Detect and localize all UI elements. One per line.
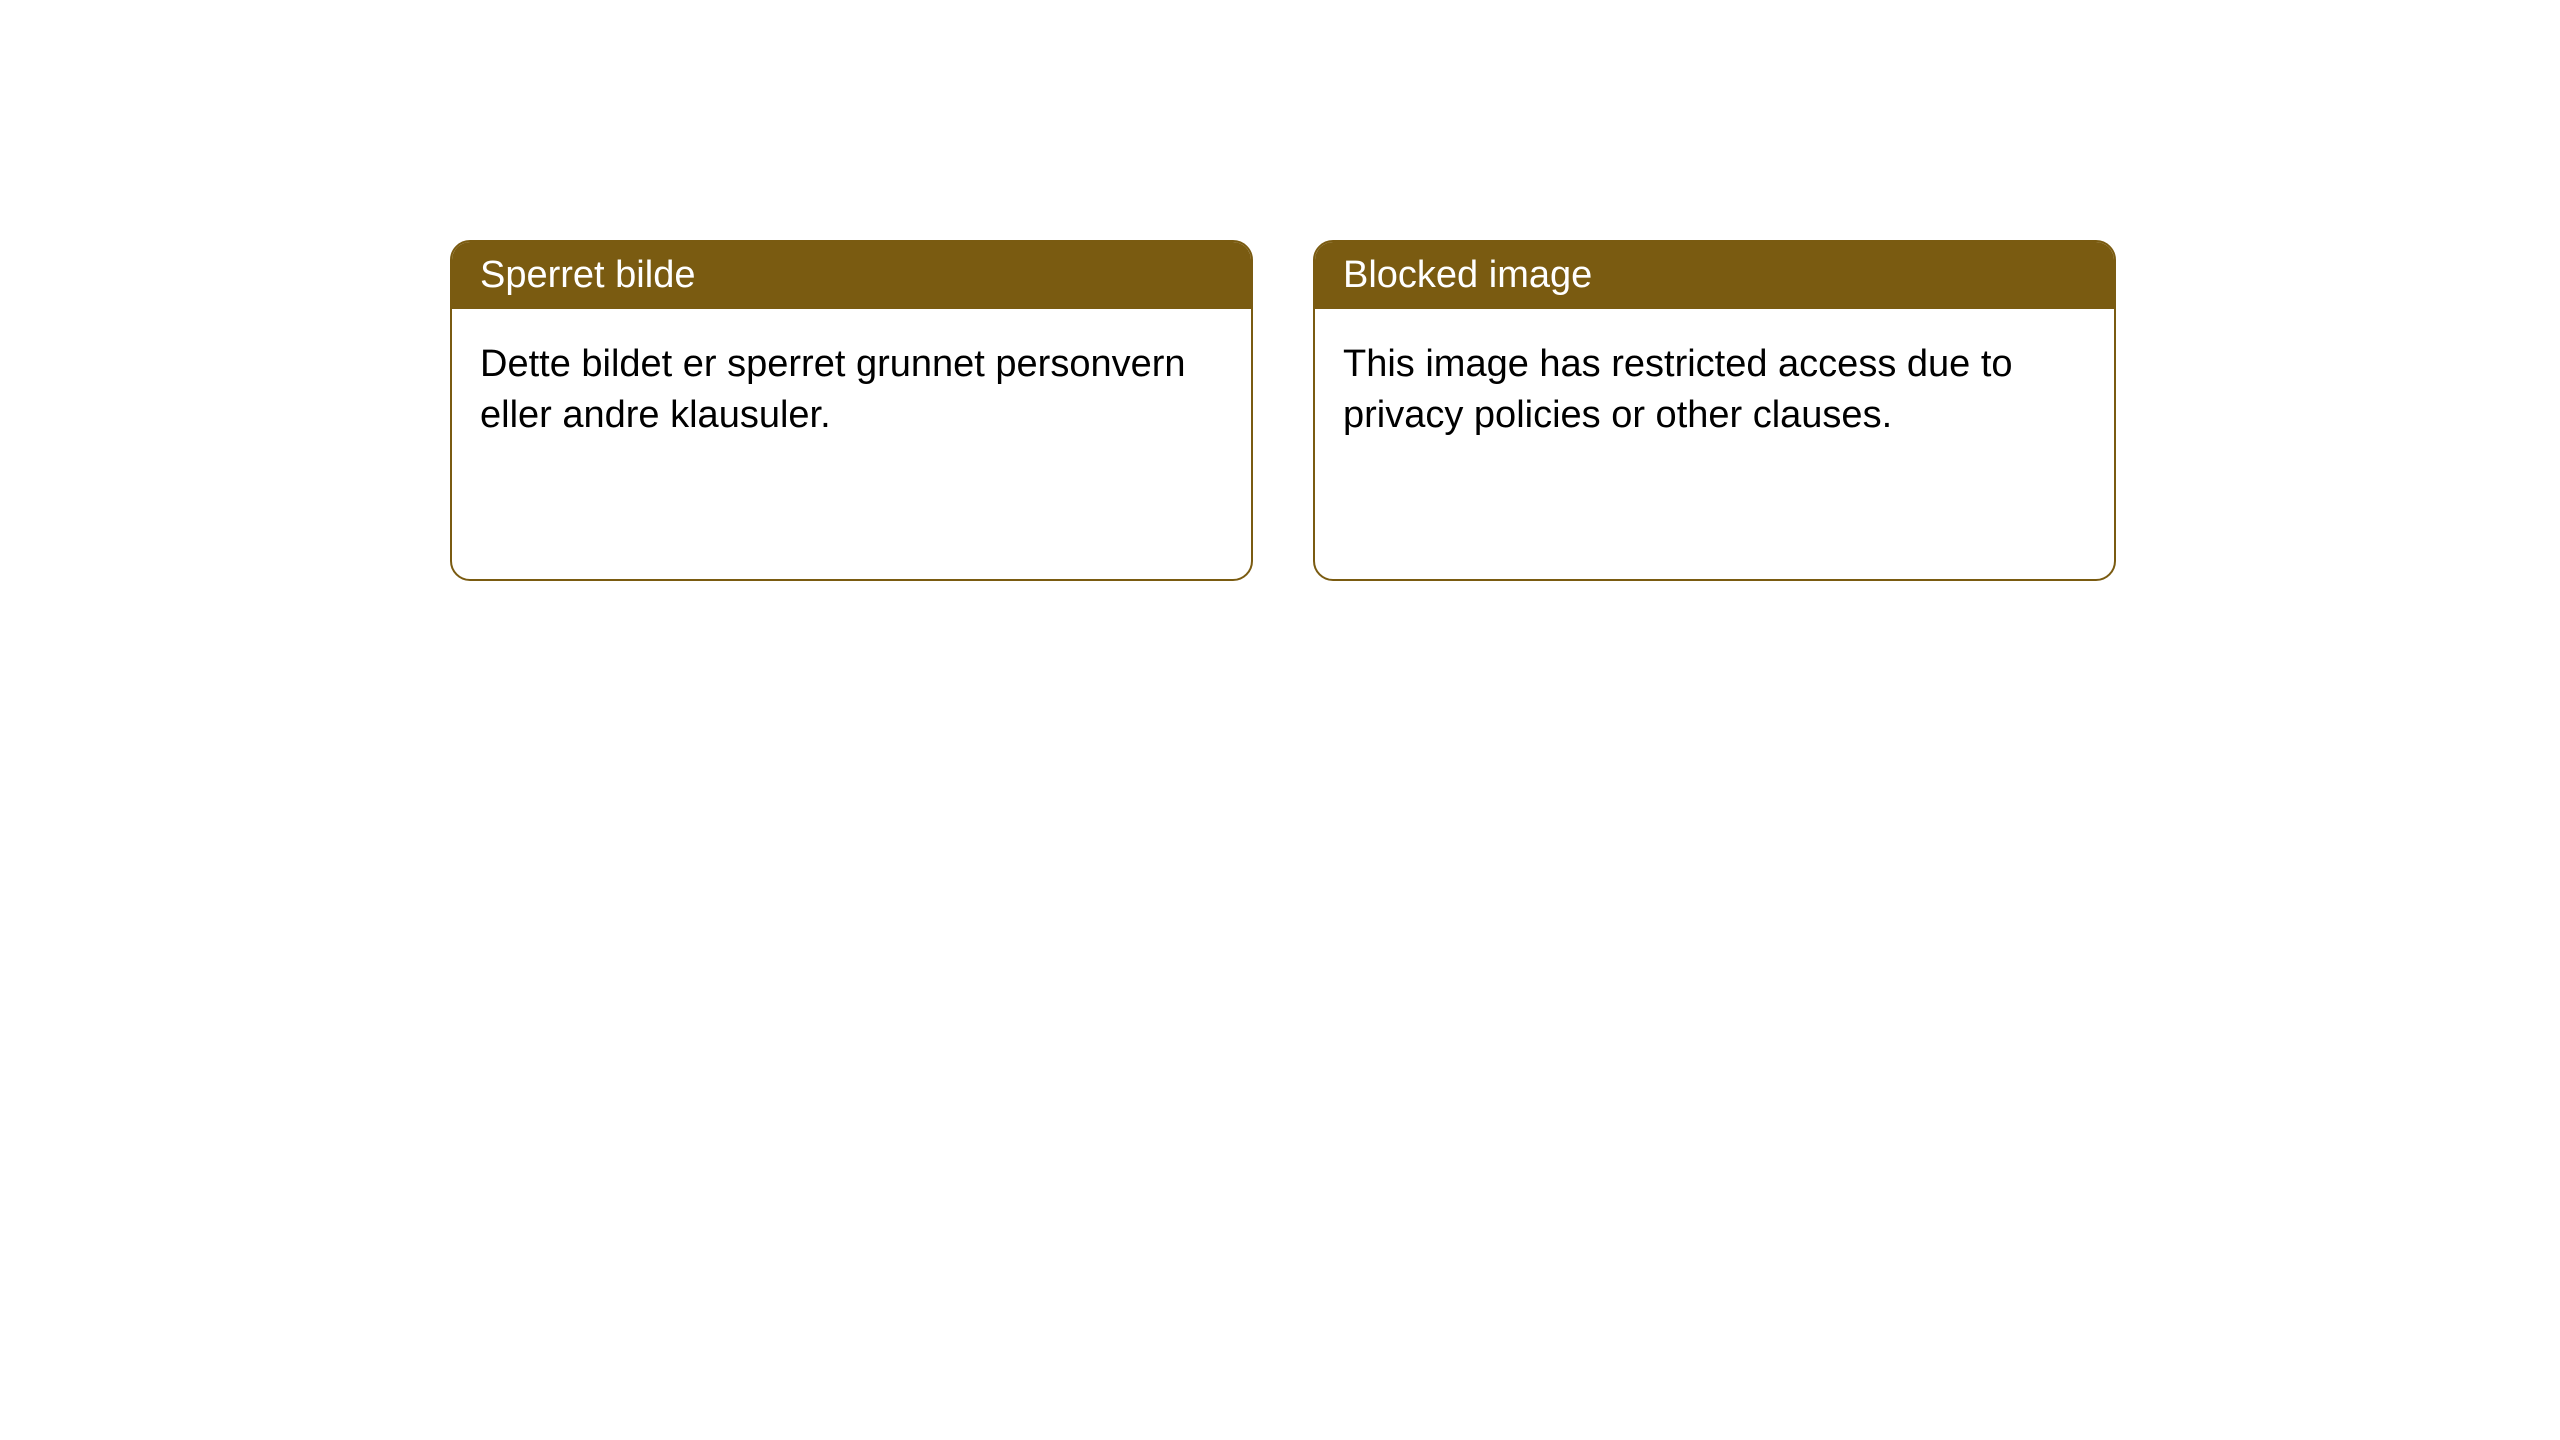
card-body-norwegian: Dette bildet er sperret grunnet personve… [452,309,1251,579]
blocked-image-card-english: Blocked image This image has restricted … [1313,240,2116,581]
card-title-norwegian: Sperret bilde [452,242,1251,309]
card-title-english: Blocked image [1315,242,2114,309]
blocked-image-card-norwegian: Sperret bilde Dette bildet er sperret gr… [450,240,1253,581]
card-body-english: This image has restricted access due to … [1315,309,2114,579]
notice-container: Sperret bilde Dette bildet er sperret gr… [450,240,2116,581]
